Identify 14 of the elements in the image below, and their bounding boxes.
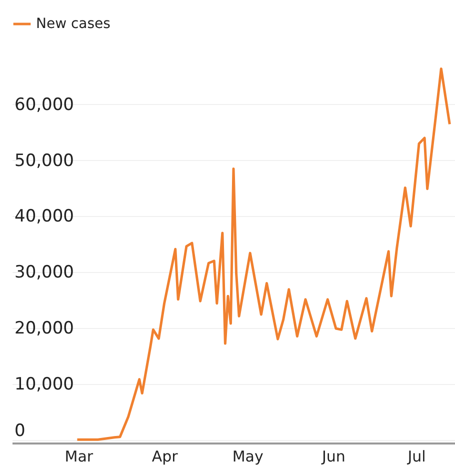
legend-label: New cases — [36, 16, 110, 32]
y-tick-label: 50,000 — [14, 150, 74, 171]
x-tick-label: Apr — [152, 448, 179, 466]
y-tick-label: 20,000 — [14, 318, 74, 338]
x-tick-label: Mar — [64, 448, 94, 466]
line-series — [77, 67, 451, 441]
y-tick-label: 0 — [14, 421, 26, 442]
y-tick-label: 60,000 — [14, 94, 74, 115]
y-tick-label: 40,000 — [14, 206, 74, 227]
x-tick-label: Jul — [406, 448, 426, 466]
y-tick-label: 10,000 — [14, 374, 74, 394]
x-tick-label: May — [232, 448, 264, 466]
y-tick-label: 30,000 — [14, 262, 74, 283]
x-tick-label: Jun — [320, 448, 346, 466]
